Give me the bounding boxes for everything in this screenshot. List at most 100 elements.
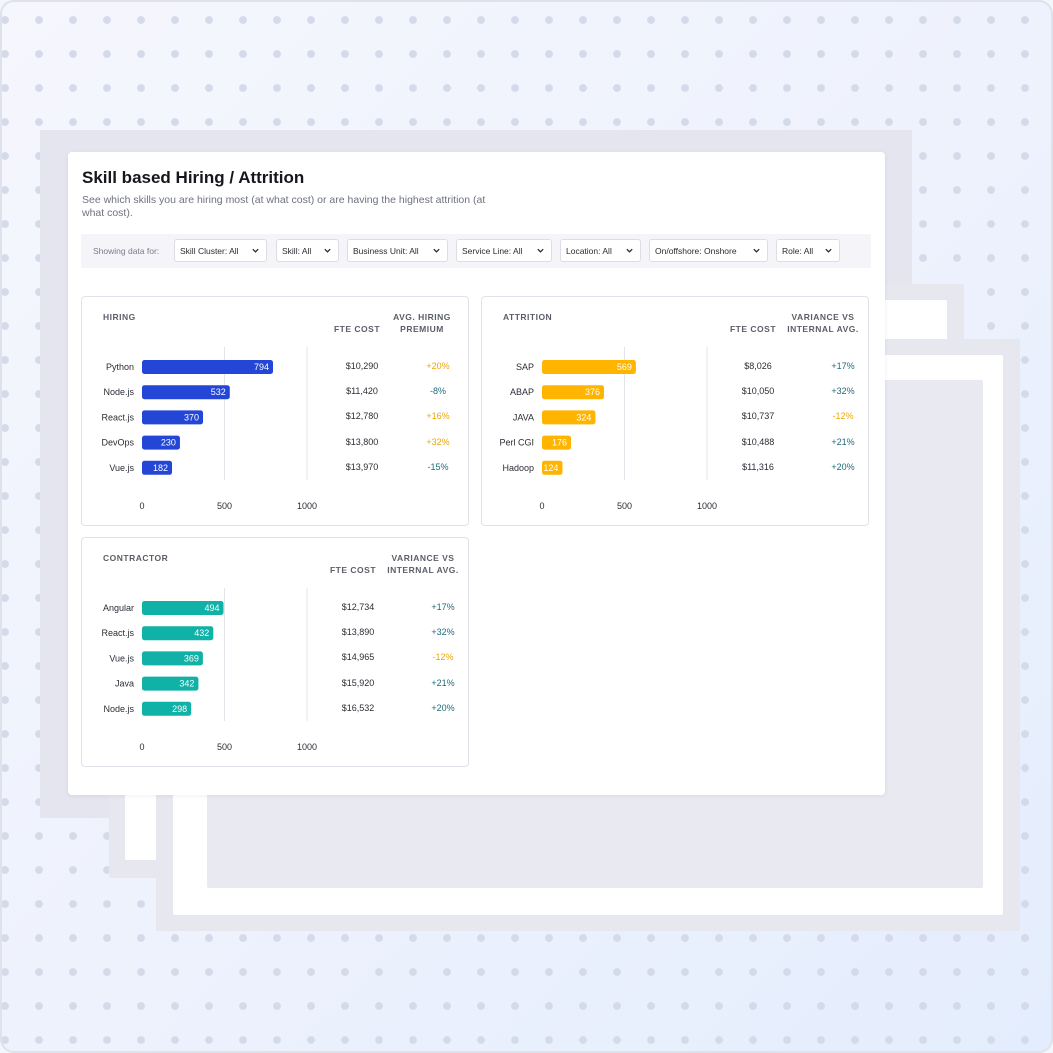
filter-onshore-offshore[interactable]: On/offshore: Onshore [649,239,768,262]
filter-skill[interactable]: Skill: All [276,239,339,262]
premium-value: -15% [427,461,449,472]
x-tick-label: 1000 [697,501,717,511]
category-label: Java [115,679,134,689]
chevron-down-icon [626,248,633,253]
chevron-down-icon [252,248,259,253]
filter-location-label: Location: All [566,245,612,256]
bar-value-label: 794 [254,362,269,372]
bar [142,435,180,450]
fte-cost-header: FTE COST [333,324,381,334]
filter-bar: Showing data for: Skill Cluster: All Ski… [81,234,871,268]
fte-cost-header: FTE COST [729,324,777,334]
category-label: Angular [103,603,134,613]
variance-header-line: INTERNAL AVG. [787,324,859,334]
category-label: ABAP [510,387,534,397]
x-tick-label: 1000 [297,742,317,752]
chevron-down-icon [825,248,832,253]
dashboard-card: Skill based Hiring / Attrition See which… [68,152,885,795]
x-tick-label: 500 [217,742,232,752]
bar [142,626,214,641]
panel-title: CONTRACTOR [103,553,169,563]
fte-cost-value: $14,965 [341,652,375,663]
chevron-down-icon [753,248,760,253]
bar [142,385,230,400]
bar [142,701,192,716]
chevron-down-icon [324,248,331,253]
variance-header-line: VARIANCE VS [791,312,855,322]
category-label: JAVA [513,412,534,422]
bar-value-label: 376 [585,387,600,397]
premium-value: +16% [426,411,450,422]
attrition-panel: ATTRITION FTE COST VARIANCE VS INTERNAL … [481,296,869,526]
bar [542,435,572,450]
panel-title: HIRING [103,312,136,322]
bar [542,410,596,425]
fte-cost-value: $13,970 [345,461,379,472]
premium-value: +32% [426,436,450,447]
variance-value: +17% [431,602,455,612]
category-label: SAP [516,362,534,372]
bar-value-label: 124 [543,463,558,473]
variance-header: VARIANCE VS INTERNAL AVG. [380,552,466,576]
filter-service-line-label: Service Line: All [462,245,523,256]
bar [542,460,563,475]
bar-chart-svg: 0 500 1000 SAP 569 ABAP 376 JAVA 324 Perl CGI 176 H… [499,347,717,511]
hiring-panel: HIRING FTE COST AVG. HIRING PREMIUM 0 500… [81,296,469,526]
fte-cost-value: $16,532 [341,702,375,713]
x-tick-label: 0 [139,501,144,511]
filter-business-unit[interactable]: Business Unit: All [347,239,448,262]
filter-business-unit-label: Business Unit: All [353,245,419,256]
panel-title: ATTRITION [503,312,553,322]
filter-role[interactable]: Role: All [776,239,840,262]
fte-cost-value: $8,026 [744,361,772,371]
bar-value-label: 342 [179,679,194,689]
category-label: React.js [101,628,134,638]
variance-value: -12% [432,652,454,663]
x-tick-label: 500 [617,501,632,511]
filter-service-line[interactable]: Service Line: All [456,239,552,262]
contractor-chart: 0 500 1000 Angular 494 React.js 432 Vue.js 369 Ja… [82,538,470,768]
variance-value: +21% [831,436,855,447]
variance-header-line: INTERNAL AVG. [387,565,459,575]
x-tick-label: 500 [217,501,232,511]
filter-skill-cluster[interactable]: Skill Cluster: All [174,239,267,262]
filter-onshore-offshore-label: On/offshore: Onshore [655,245,737,256]
fte-cost-value: $13,800 [345,436,379,447]
contractor-panel: CONTRACTOR FTE COST VARIANCE VS INTERNAL… [81,537,469,767]
category-label: Perl CGI [499,438,534,448]
variance-header-line: VARIANCE VS [391,553,455,563]
x-tick-label: 0 [139,742,144,752]
variance-value: +32% [431,627,455,638]
variance-value: +17% [831,361,855,371]
bar [142,410,204,425]
category-label: Vue.js [109,653,134,663]
bar-value-label: 176 [552,438,567,448]
category-label: Vue.js [109,463,134,473]
x-tick-label: 0 [539,501,544,511]
bar-value-label: 494 [204,603,219,613]
variance-value: -12% [832,411,854,422]
bar-value-label: 298 [172,704,187,714]
fte-cost-value: $10,737 [741,411,775,422]
bar [142,676,199,691]
fte-cost-value: $12,780 [345,411,379,422]
bar-value-label: 432 [194,628,209,638]
variance-value: +20% [831,461,855,472]
filter-role-label: Role: All [782,245,814,256]
filter-skill-label: Skill: All [282,245,312,256]
page-subtitle: See which skills you are hiring most (at… [82,194,486,219]
bar [542,385,605,400]
variance-header: VARIANCE VS INTERNAL AVG. [780,311,866,335]
filter-location[interactable]: Location: All [560,239,641,262]
fte-cost-value: $11,316 [742,461,774,472]
bar-value-label: 532 [211,387,226,397]
bar-value-label: 569 [617,362,632,372]
category-label: Node.js [103,704,134,714]
premium-header: AVG. HIRING PREMIUM [382,311,462,335]
x-tick-label: 1000 [297,501,317,511]
fte-cost-header: FTE COST [329,565,377,575]
premium-value: -8% [429,386,446,397]
bar [142,460,173,475]
bar-value-label: 369 [184,653,199,663]
